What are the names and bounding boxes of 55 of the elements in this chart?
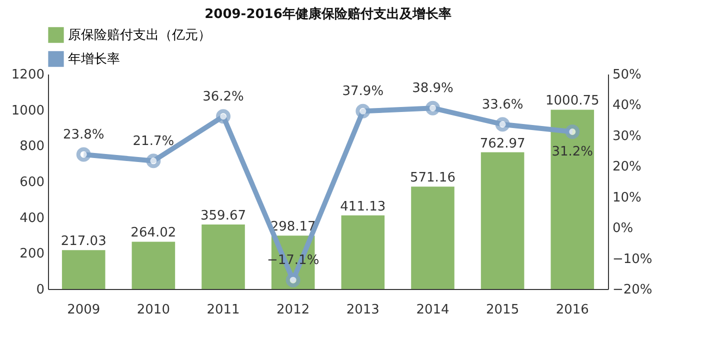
chart-title: 2009-2016年健康保险赔付支出及增长率: [204, 6, 452, 22]
x-tick-label: 2014: [416, 302, 450, 318]
bar: [62, 250, 106, 289]
point: [356, 104, 370, 118]
y-tick-label: 400: [20, 210, 44, 226]
data-label: 217.03: [60, 234, 106, 250]
x-tick-label: 2013: [346, 302, 380, 318]
bar: [411, 186, 454, 289]
legend-label: 原保险赔付支出（亿元）: [68, 28, 211, 43]
y2-tick-label: 10%: [612, 190, 642, 206]
y2-tick-label: 50%: [612, 68, 642, 82]
point: [565, 124, 580, 139]
x-tick-label: 2012: [276, 302, 310, 318]
data-label: 37.9%: [342, 84, 384, 100]
data-label: 36.2%: [202, 89, 244, 104]
legend-label: 年增长率: [68, 51, 120, 67]
point: [76, 147, 91, 162]
bar: [202, 224, 245, 289]
data-label: 1000.75: [546, 94, 600, 109]
y-tick-label: 200: [20, 246, 44, 262]
data-label: 38.9%: [412, 81, 454, 96]
point: [146, 154, 161, 168]
data-label: 23.8%: [62, 127, 104, 142]
y-tick-label: 600: [20, 175, 44, 190]
y-tick-label: 1200: [11, 68, 44, 82]
x-tick-label: 2010: [136, 302, 170, 318]
y-tick-label: 1000: [11, 103, 44, 118]
point: [495, 117, 510, 132]
y-tick-label: 0: [36, 282, 44, 298]
data-label: 21.7%: [132, 134, 174, 149]
x-tick-label: 2011: [206, 302, 240, 318]
data-label: 762.97: [480, 136, 526, 152]
y2-tick-label: 0%: [612, 221, 634, 236]
y2-tick-label: 30%: [612, 128, 642, 144]
y2-tick-label: 20%: [612, 160, 642, 175]
y2-tick-label: −10%: [612, 252, 652, 267]
data-label: 571.16: [410, 170, 456, 186]
x-tick-label: 2016: [556, 302, 589, 318]
x-tick-label: 2015: [486, 302, 520, 318]
y-tick-label: 800: [20, 139, 44, 154]
bar: [480, 152, 524, 289]
bar: [550, 110, 594, 289]
y2-tick-label: 40%: [612, 98, 642, 114]
data-label: 411.13: [340, 199, 386, 214]
point: [286, 272, 300, 288]
bar: [341, 215, 385, 289]
point: [216, 109, 231, 124]
data-label: 33.6%: [482, 97, 524, 112]
data-label: 31.2%: [552, 144, 594, 160]
y2-tick-label: −20%: [612, 282, 652, 298]
x-tick-label: 2009: [67, 302, 100, 318]
bar: [132, 242, 176, 289]
data-label: 264.02: [130, 226, 176, 241]
data-label: 359.67: [200, 208, 246, 224]
point: [425, 100, 440, 116]
